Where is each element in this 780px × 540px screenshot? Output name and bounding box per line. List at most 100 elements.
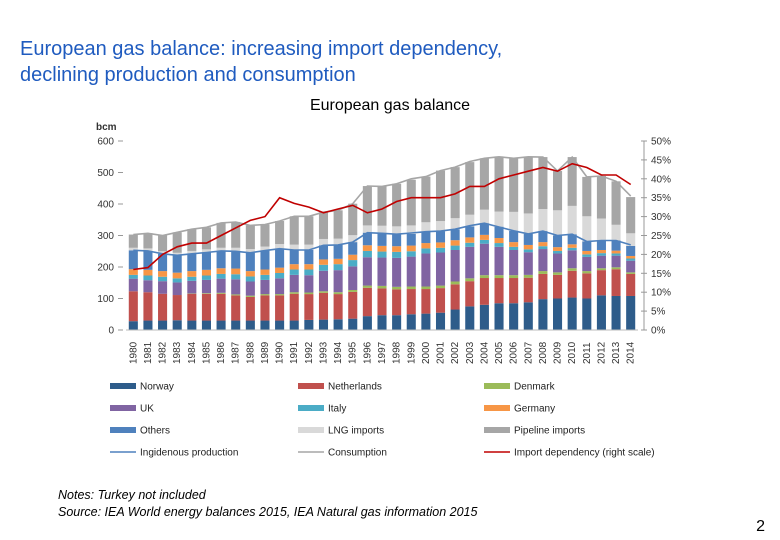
x-tick-label: 1984 (187, 341, 198, 364)
gas-balance-chart: bcm 0 100 200 300 400 500 600 0% 5% 10% 15% 20% 25% 30… (96, 122, 671, 459)
bar-italy (465, 242, 475, 247)
bar-italy (231, 274, 241, 280)
bar-netherlands (392, 289, 402, 316)
bar-norway (377, 315, 387, 330)
bar-lng-imports (567, 205, 577, 235)
bar-germany (523, 244, 533, 250)
bar-others (362, 232, 372, 246)
bar-norway (596, 295, 606, 330)
bar-italy (289, 269, 299, 275)
right-tick-label: 0% (651, 326, 666, 337)
right-tick-label: 50% (651, 137, 671, 148)
bar-others (187, 253, 197, 272)
bar-italy (362, 250, 372, 258)
bar-lng-imports (187, 250, 197, 254)
bar-netherlands (158, 293, 168, 321)
bar-netherlands (245, 296, 255, 321)
bar-uk (523, 252, 533, 275)
bar-pipeline-imports (289, 216, 299, 245)
page-number: 2 (756, 518, 765, 535)
y-tick-label: 400 (97, 200, 114, 211)
bar-others (523, 233, 533, 245)
bar-lng-imports (158, 251, 168, 254)
bar-pipeline-imports (538, 157, 548, 210)
bar-germany (362, 245, 372, 251)
slide-title-line-2: declining production and consumption (20, 64, 356, 86)
bar-lng-imports (392, 226, 402, 235)
bar-lng-imports (260, 246, 270, 251)
bar-lng-imports (289, 244, 299, 250)
line-import-dependency-right-scale (133, 162, 632, 271)
y-axis-label: bcm (96, 122, 117, 133)
bar-uk (567, 250, 577, 269)
x-tick-label: 1998 (392, 341, 403, 364)
bar-netherlands (465, 281, 475, 307)
bar-lng-imports (172, 252, 182, 256)
bar-uk (465, 246, 475, 279)
bar-netherlands (201, 293, 211, 321)
bar-germany (216, 268, 226, 274)
bar-netherlands (216, 293, 226, 321)
x-tick-label: 1991 (289, 341, 300, 364)
bar-norway (172, 320, 182, 330)
bar-pipeline-imports (479, 158, 489, 210)
x-tick-label: 2007 (523, 341, 534, 364)
bar-germany (348, 254, 358, 261)
bar-italy (435, 247, 446, 253)
x-tick-label: 1997 (377, 341, 388, 364)
bar-lng-imports (275, 244, 285, 249)
x-tick-label: 1993 (318, 341, 329, 364)
x-tick-label: 1980 (128, 341, 139, 364)
bar-norway (245, 320, 255, 330)
bar-pipeline-imports (553, 170, 563, 211)
bar-netherlands (275, 295, 285, 321)
legend-label: Import dependency (right scale) (514, 448, 655, 459)
bar-others (509, 230, 519, 243)
bar-uk (509, 249, 519, 276)
bar-uk (406, 256, 416, 287)
bar-germany (494, 238, 504, 244)
bar-norway (158, 320, 168, 330)
x-tick-label: 2002 (450, 341, 461, 364)
slide-title: European gas balance: increasing import … (20, 36, 720, 88)
bar-netherlands (435, 288, 446, 313)
bar-italy (348, 260, 358, 267)
bar-netherlands (406, 289, 416, 315)
bar-others (553, 235, 563, 248)
bar-italy (479, 239, 489, 244)
bar-germany (304, 264, 314, 270)
bar-norway (143, 320, 153, 330)
right-tick-label: 20% (651, 250, 671, 261)
bar-denmark (435, 285, 446, 289)
bar-denmark (494, 275, 504, 279)
bar-norway (523, 302, 533, 330)
bar-pipeline-imports (158, 235, 168, 252)
bar-norway (465, 306, 475, 330)
bar-netherlands (523, 277, 533, 303)
bar-denmark (538, 271, 548, 274)
bar-denmark (362, 285, 372, 288)
bar-norway (494, 303, 504, 330)
bar-germany (611, 250, 621, 254)
bar-uk (611, 255, 621, 268)
bar-lng-imports (245, 249, 255, 253)
bar-italy (494, 243, 504, 247)
bar-uk (479, 243, 489, 276)
x-tick-label: 2009 (553, 341, 564, 364)
x-tick-label: 1992 (304, 341, 315, 364)
bar-lng-imports (333, 238, 343, 245)
bar-netherlands (479, 278, 489, 305)
bar-pipeline-imports (304, 216, 314, 245)
bar-uk (289, 274, 299, 293)
bar-italy (377, 251, 387, 258)
bar-denmark (348, 289, 358, 292)
bar-pipeline-imports (128, 234, 138, 248)
bar-germany (128, 269, 138, 275)
bar-uk (245, 281, 255, 296)
bar-pipeline-imports (260, 224, 270, 247)
bar-germany (465, 237, 475, 243)
bar-lng-imports (421, 222, 431, 232)
bar-pipeline-imports (275, 221, 285, 245)
bar-lng-imports (450, 218, 460, 230)
x-tick-label: 2011 (582, 342, 593, 364)
